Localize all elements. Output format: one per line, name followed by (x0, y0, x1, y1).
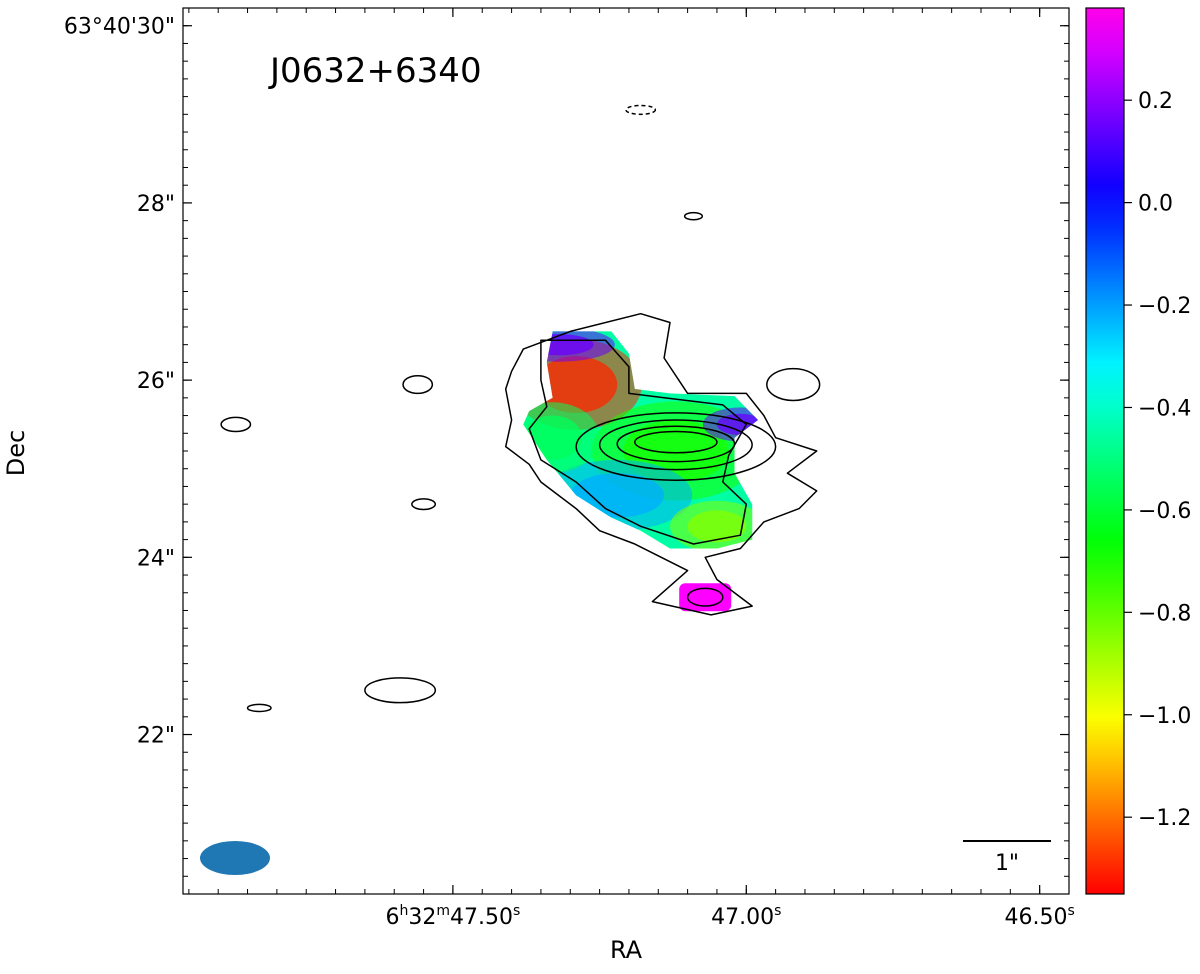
spectral-index-blob-core (570, 473, 665, 518)
contour-level-1 (504, 312, 818, 616)
y-tick-label: 22" (137, 724, 175, 749)
scale-bar-label: 1" (995, 851, 1019, 876)
axis-ticks: 63°40'30" 28" 26" 24" 22" 6h32m47.50s 47.00s 46… (64, 7, 1075, 930)
contour-noise (683, 211, 704, 221)
contour-compact (686, 587, 724, 607)
spectral-index-region (523, 331, 758, 549)
contour-noise (766, 367, 821, 402)
colorbar-tick-label: −1.0 (1138, 704, 1191, 729)
spectral-index-blob-core (535, 356, 618, 413)
x-tick-label: 46.50s (1005, 903, 1075, 930)
contour-layer (220, 104, 821, 713)
colorbar-tick-label: 0.2 (1138, 89, 1173, 114)
y-tick-label: 24" (137, 546, 175, 571)
colorbar-tick-label: −0.2 (1138, 294, 1191, 319)
x-tick-label: 47.00s (711, 903, 781, 930)
contour-noise (364, 677, 437, 704)
contour-level-3 (575, 412, 777, 481)
source-label: J0632+6340 (268, 51, 482, 91)
x-axis-label: RA (610, 936, 643, 964)
compact-component (679, 583, 732, 612)
colorbar (1086, 8, 1124, 894)
colorbar-tick-label: −0.6 (1138, 499, 1191, 524)
beam-ellipse (200, 841, 270, 875)
y-tick-label: 28" (137, 192, 175, 217)
x-tick-label: 6h32m47.50s (386, 903, 521, 930)
contour-noise (402, 374, 434, 395)
y-tick-label: 26" (137, 369, 175, 394)
colorbar-ticks: 0.2 0.0 −0.2 −0.4 −0.6 −0.8 −1.0 −1.2 (1124, 89, 1191, 831)
contour-level-2 (528, 339, 748, 545)
contour-noise (220, 416, 252, 433)
colorbar-frame (1085, 7, 1125, 895)
contour-level-5 (616, 425, 736, 463)
contour-negative (625, 104, 657, 116)
spectral-index-map (523, 331, 758, 612)
colorbar-tick-label: −1.2 (1138, 806, 1191, 831)
colorbar-tick-label: −0.8 (1138, 601, 1191, 626)
colorbar-tick-label: −0.4 (1138, 396, 1191, 421)
contour-level-4 (598, 419, 753, 471)
colorbar-tick-label: 0.0 (1138, 192, 1173, 217)
y-axis-label: Dec (2, 430, 30, 476)
contour-noise (411, 498, 437, 511)
contour-level-6 (634, 430, 718, 454)
y-tick-label: 63°40'30" (64, 15, 175, 40)
contour-noise (246, 703, 272, 713)
spectral-index-blob-core (687, 510, 747, 543)
